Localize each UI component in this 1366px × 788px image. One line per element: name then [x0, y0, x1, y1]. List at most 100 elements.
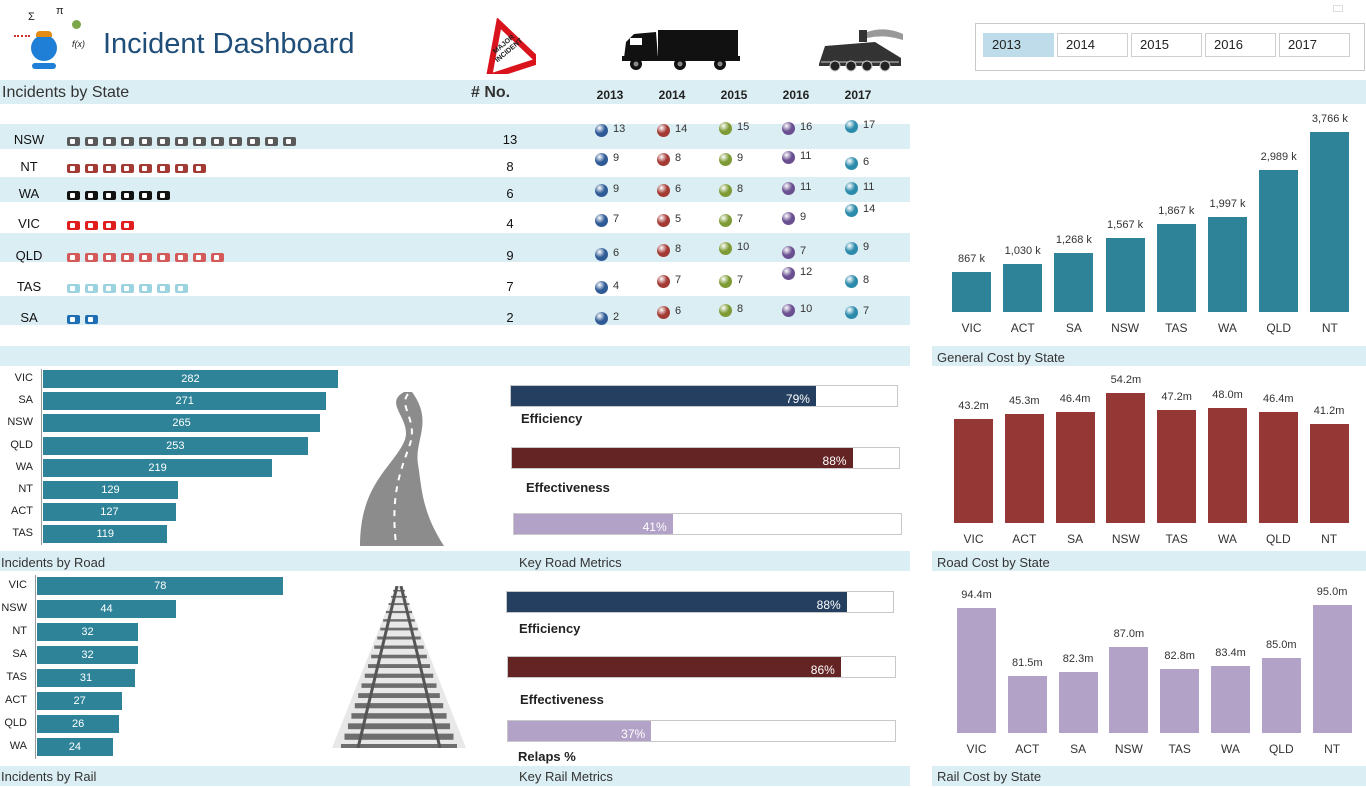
slicer-year-2017[interactable]: 2017	[1279, 33, 1350, 57]
ambulance-icon	[211, 253, 224, 262]
metric-track: 88%	[506, 591, 894, 613]
ambulance-icon	[85, 164, 98, 173]
road-bar: 271	[43, 392, 327, 411]
rail-bar: 32	[37, 646, 139, 664]
state-icon-row	[67, 217, 139, 235]
ambulance-icon	[121, 164, 134, 173]
year-ball-value: 8	[737, 303, 744, 315]
year-ball-value: 13	[613, 123, 626, 135]
year-ball-value: 14	[863, 203, 876, 215]
cost-bar-category: SA	[1065, 321, 1082, 335]
rail-bar: 24	[37, 738, 113, 756]
cost-bar-value: 1,268 k	[1055, 233, 1092, 246]
cost-bar-value: 83.4m	[1215, 647, 1246, 659]
ambulance-icon	[139, 284, 152, 293]
road-bar: 127	[43, 503, 176, 522]
cost-bar	[1261, 657, 1301, 733]
metric-name: Effectiveness	[526, 480, 610, 495]
cost-bar	[1208, 217, 1247, 312]
cost-bar-value: 46.4m	[1263, 392, 1294, 405]
metric-name: Relaps %	[518, 749, 576, 764]
road-bar-category: SA	[18, 394, 33, 407]
cost-bar-value: 1,567 k	[1107, 219, 1144, 232]
cost-bar	[1160, 669, 1200, 733]
cost-bar-value: 41.2m	[1313, 405, 1345, 417]
ambulance-icon	[67, 221, 80, 230]
rail-sleeper	[344, 733, 454, 740]
year-ball-value: 7	[737, 274, 744, 286]
slicer-year-2013[interactable]: 2013	[983, 33, 1054, 57]
cost-bar	[1259, 169, 1299, 312]
metric-fill: 88%	[512, 448, 853, 468]
year-ball	[657, 153, 670, 166]
cost-bar-category: QLD	[1265, 532, 1291, 546]
year-ball	[657, 214, 670, 227]
cost-bar-value: 82.8m	[1164, 650, 1195, 663]
year-ball-value: 8	[863, 274, 870, 286]
slicer-year-2014[interactable]: 2014	[1057, 33, 1128, 57]
signal-icon	[14, 31, 30, 37]
rail-label-band	[0, 766, 910, 786]
year-ball-value: 6	[863, 156, 870, 168]
ambulance-icon	[139, 164, 152, 173]
metric-track: 79%	[510, 385, 898, 407]
road-bar: 282	[43, 370, 338, 388]
year-ball	[657, 275, 670, 288]
cost-bar-value: 45.3m	[1009, 395, 1040, 408]
cost-bar	[1157, 409, 1197, 523]
incidents-by-rail-title: Incidents by Rail	[1, 769, 97, 784]
rail-bar-category: WA	[9, 740, 27, 752]
cost-bar-value: 54.2m	[1110, 374, 1142, 386]
cost-bar-category: SA	[1070, 742, 1087, 756]
rail-sleeper	[371, 654, 427, 659]
ambulance-icon	[157, 253, 170, 262]
year-ball	[845, 157, 858, 170]
cost-bar	[1003, 264, 1043, 312]
ambulance-icon	[229, 137, 242, 146]
year-ball	[595, 214, 608, 227]
cost-bar-category: NT	[1321, 532, 1338, 546]
cost-bar-category: NSW	[1111, 532, 1140, 546]
ambulance-icon	[139, 253, 152, 262]
metric-name: Efficiency	[521, 411, 583, 426]
year-ball	[782, 212, 795, 225]
rail-bar: 27	[37, 692, 123, 710]
year-ball	[719, 304, 732, 317]
year-ball	[782, 151, 795, 164]
road-cost-title: Road Cost by State	[937, 555, 1050, 570]
ambulance-icon	[103, 191, 116, 200]
rail-bar-category: ACT	[5, 694, 27, 706]
state-icon-row	[67, 311, 103, 329]
rail-axis	[35, 575, 36, 759]
metric-track: 37%	[507, 720, 896, 742]
year-slicer: 2013 2014 2015 2016 2017	[975, 23, 1365, 71]
logo: Σ π f(x)	[12, 5, 85, 75]
year-ball-value: 11	[863, 181, 875, 193]
road-bar: 219	[43, 458, 273, 477]
year-ball	[595, 281, 608, 294]
ambulance-icon	[103, 253, 116, 262]
ambulance-icon	[175, 253, 188, 262]
slicer-year-2016[interactable]: 2016	[1205, 33, 1276, 57]
ambulance-icon	[247, 137, 260, 146]
rail-sleeper	[347, 723, 451, 730]
metric-fill: 86%	[508, 657, 841, 677]
year-ball-value: 8	[675, 243, 682, 255]
slicer-year-2015[interactable]: 2015	[1131, 33, 1202, 57]
cost-bar	[1258, 411, 1298, 523]
ambulance-icon	[103, 284, 116, 293]
year-ball	[782, 246, 795, 259]
page-title: Incident Dashboard	[103, 28, 355, 60]
road-bar-category: TAS	[12, 527, 33, 540]
cost-bar-category: SA	[1067, 532, 1084, 546]
ambulance-icon	[193, 164, 206, 173]
cost-bar-value: 3,766 k	[1311, 113, 1348, 125]
ambulance-icon	[175, 284, 188, 293]
ambulance-icon	[175, 137, 188, 146]
road-bar: 265	[43, 414, 321, 433]
state-icon-row	[67, 187, 175, 205]
road-bar-category: ACT	[11, 505, 33, 518]
pi-symbol: π	[56, 5, 64, 17]
ambulance-icon	[103, 164, 116, 173]
year-ball-value: 7	[675, 274, 682, 286]
